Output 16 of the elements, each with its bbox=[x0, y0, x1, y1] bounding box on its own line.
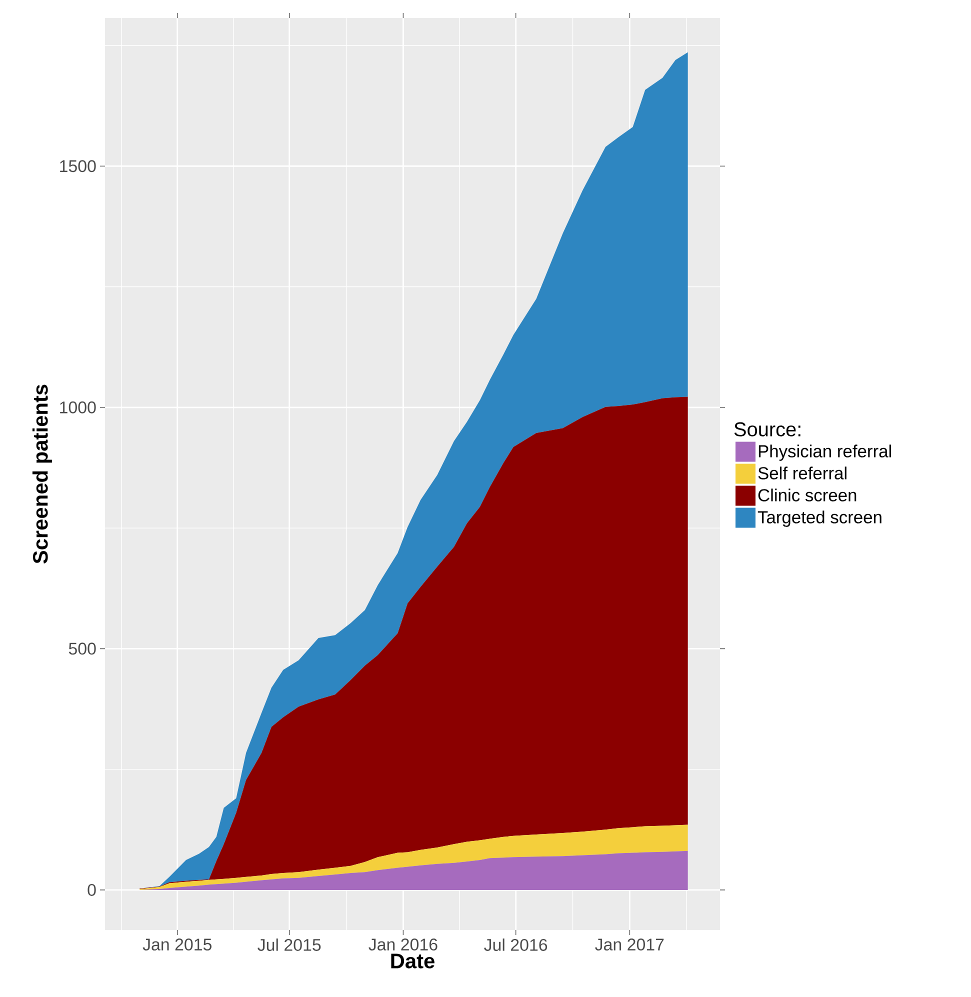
x-tick-label: Jan 2016 bbox=[368, 938, 438, 951]
legend-title: Source: bbox=[734, 422, 800, 436]
x-tick-label: Jan 2017 bbox=[595, 938, 664, 951]
y-tick-label: 500 bbox=[68, 642, 96, 655]
x-tick-label: Jan 2015 bbox=[142, 938, 212, 951]
y-axis-title: Screened patients bbox=[32, 384, 52, 564]
legend-label: Targeted screen bbox=[758, 510, 882, 527]
legend-label: Clinic screen bbox=[758, 488, 856, 502]
y-tick-label: 1500 bbox=[60, 160, 96, 172]
legend-label: Physician referral bbox=[758, 444, 891, 461]
y-tick-label: 0 bbox=[88, 884, 96, 896]
x-tick-label: Jul 2015 bbox=[258, 938, 321, 951]
y-tick-label: 1000 bbox=[60, 401, 96, 414]
x-tick-label: Jul 2016 bbox=[484, 938, 548, 951]
legend-label: Self referral bbox=[758, 466, 846, 480]
x-axis-title: Date bbox=[391, 954, 434, 968]
